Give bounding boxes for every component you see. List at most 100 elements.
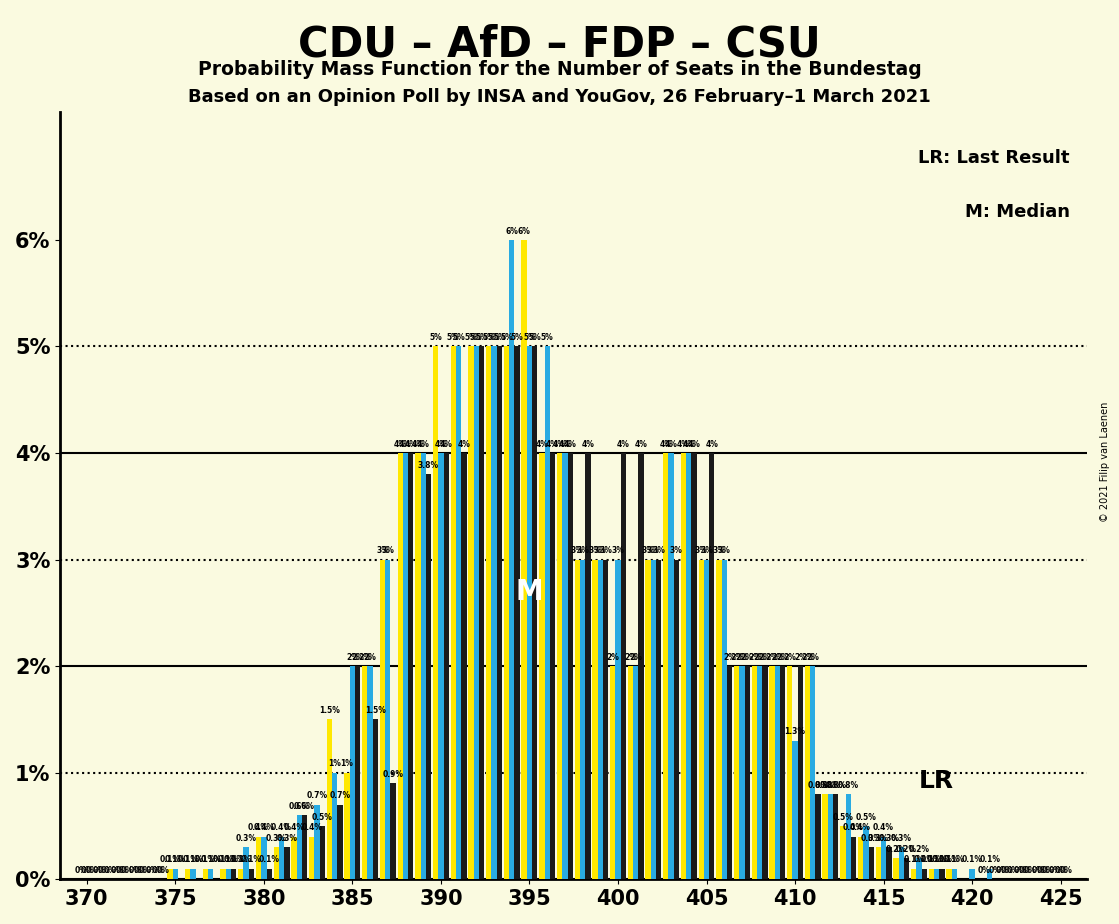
Text: 2%: 2%	[747, 653, 761, 662]
Text: 0.4%: 0.4%	[271, 823, 292, 833]
Text: 0%: 0%	[1036, 866, 1050, 875]
Text: 4%: 4%	[634, 440, 648, 449]
Text: 6%: 6%	[518, 226, 530, 236]
Bar	[533, 346, 537, 880]
Bar	[798, 666, 803, 880]
Bar	[439, 453, 443, 880]
Bar	[840, 826, 846, 880]
Bar	[208, 869, 214, 880]
Bar	[674, 560, 679, 880]
Bar	[185, 869, 190, 880]
Text: 3%: 3%	[717, 546, 731, 555]
Text: 5%: 5%	[540, 334, 554, 342]
Text: 2%: 2%	[771, 653, 783, 662]
Text: 3%: 3%	[599, 546, 612, 555]
Text: 1%: 1%	[340, 760, 354, 769]
Text: 5%: 5%	[482, 334, 495, 342]
Text: 0.5%: 0.5%	[312, 813, 332, 821]
Text: 0.4%: 0.4%	[843, 823, 864, 833]
Bar	[408, 453, 414, 880]
Text: 1.5%: 1.5%	[365, 706, 386, 715]
Bar	[858, 836, 863, 880]
Bar	[752, 666, 756, 880]
Text: 2%: 2%	[346, 653, 359, 662]
Bar	[816, 794, 820, 880]
Text: 5%: 5%	[470, 334, 482, 342]
Text: 0.1%: 0.1%	[944, 856, 965, 864]
Text: 0%: 0%	[1054, 866, 1068, 875]
Bar	[385, 560, 391, 880]
Text: 3%: 3%	[571, 546, 584, 555]
Bar	[379, 560, 385, 880]
Bar	[527, 346, 533, 880]
Bar	[916, 858, 922, 880]
Text: 0.1%: 0.1%	[903, 856, 924, 864]
Bar	[397, 453, 403, 880]
Text: 0%: 0%	[75, 866, 88, 875]
Bar	[846, 794, 850, 880]
Text: 4%: 4%	[683, 440, 695, 449]
Bar	[504, 346, 509, 880]
Text: 0%: 0%	[145, 866, 159, 875]
Text: 0.4%: 0.4%	[301, 823, 322, 833]
Text: 2%: 2%	[759, 653, 771, 662]
Text: 5%: 5%	[452, 334, 466, 342]
Bar	[598, 560, 603, 880]
Text: 0%: 0%	[1049, 866, 1062, 875]
Bar	[168, 869, 172, 880]
Text: © 2021 Filip van Laenen: © 2021 Filip van Laenen	[1100, 402, 1110, 522]
Bar	[266, 869, 272, 880]
Bar	[332, 772, 337, 880]
Text: 4%: 4%	[677, 440, 690, 449]
Text: 0.3%: 0.3%	[236, 834, 256, 843]
Text: 0%: 0%	[103, 866, 116, 875]
Text: 2%: 2%	[741, 653, 754, 662]
Bar	[367, 666, 373, 880]
Bar	[244, 847, 248, 880]
Text: M: Median: M: Median	[965, 202, 1070, 221]
Bar	[261, 836, 266, 880]
Bar	[284, 847, 290, 880]
Bar	[704, 560, 709, 880]
Bar	[780, 666, 786, 880]
Text: 0.8%: 0.8%	[838, 781, 858, 790]
Text: 0%: 0%	[151, 866, 164, 875]
Bar	[203, 869, 208, 880]
Text: 5%: 5%	[446, 334, 460, 342]
Text: 4%: 4%	[617, 440, 630, 449]
Bar	[646, 560, 651, 880]
Text: 3%: 3%	[670, 546, 683, 555]
Bar	[762, 666, 768, 880]
Text: 0.1%: 0.1%	[931, 856, 952, 864]
Bar	[190, 869, 196, 880]
Text: 0.3%: 0.3%	[878, 834, 900, 843]
Bar	[421, 453, 426, 880]
Text: 0.4%: 0.4%	[283, 823, 304, 833]
Bar	[473, 346, 479, 880]
Bar	[469, 346, 473, 880]
Text: 0.3%: 0.3%	[867, 834, 888, 843]
Text: 0%: 0%	[1024, 866, 1037, 875]
Bar	[248, 869, 254, 880]
Text: 4%: 4%	[546, 440, 558, 449]
Text: 0.5%: 0.5%	[833, 813, 854, 821]
Text: 0%: 0%	[121, 866, 134, 875]
Bar	[638, 453, 643, 880]
Bar	[744, 666, 750, 880]
Text: 2%: 2%	[606, 653, 619, 662]
Bar	[664, 453, 668, 880]
Bar	[886, 847, 892, 880]
Text: 0.8%: 0.8%	[820, 781, 841, 790]
Text: 0%: 0%	[1018, 866, 1032, 875]
Text: 0.4%: 0.4%	[253, 823, 274, 833]
Text: 0.6%: 0.6%	[289, 802, 310, 811]
Bar	[403, 453, 408, 880]
Bar	[929, 869, 934, 880]
Bar	[893, 858, 899, 880]
Text: 2%: 2%	[777, 653, 789, 662]
Bar	[451, 346, 455, 880]
Text: 2%: 2%	[624, 653, 637, 662]
Text: 5%: 5%	[493, 334, 506, 342]
Bar	[668, 453, 674, 880]
Bar	[539, 453, 545, 880]
